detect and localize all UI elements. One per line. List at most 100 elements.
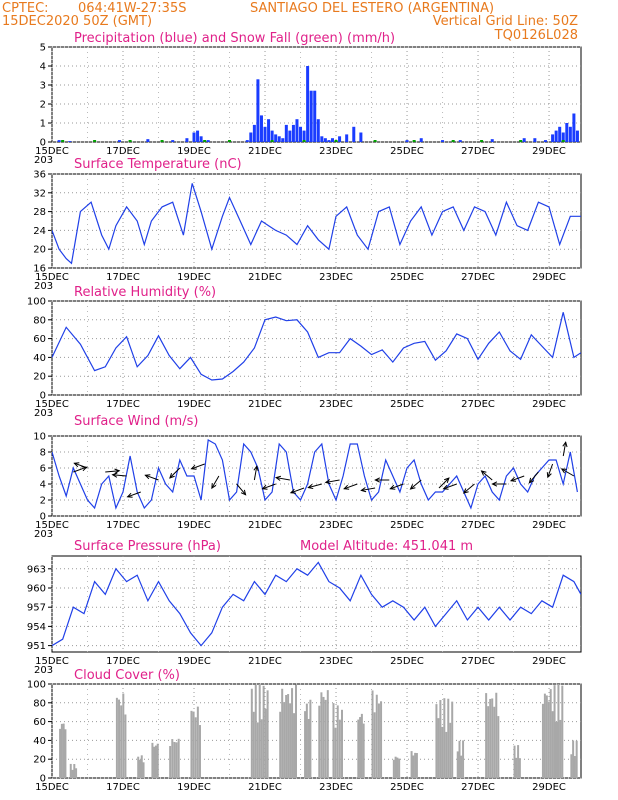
panel-title: Surface Wind (m/s): [74, 414, 198, 429]
x-tick-label: 29DEC: [532, 782, 566, 793]
cloud-bar: [137, 756, 140, 778]
series-line: [52, 312, 581, 381]
y-tick-label: 954: [27, 622, 46, 633]
snow-bar: [561, 140, 565, 142]
cloud-bar: [291, 688, 294, 778]
precip-bar: [419, 138, 423, 142]
wind-arrow: [547, 463, 554, 478]
cloud-bar: [194, 717, 197, 778]
precip-bar: [316, 119, 320, 142]
x-tick-label: 25DEC: [390, 782, 424, 793]
cloud-bar: [437, 718, 440, 778]
cloud-bar: [412, 755, 415, 778]
precip-bar: [522, 138, 526, 142]
precip-bar: [554, 130, 558, 142]
precip-bar: [185, 138, 189, 142]
wind-arrow-head: [190, 464, 197, 470]
cloud-bar: [322, 696, 325, 778]
y-tick-label: 10: [33, 432, 46, 443]
wind-arrow: [73, 466, 87, 473]
wind-arrow-head: [462, 488, 469, 494]
cloud-bar: [287, 694, 290, 778]
wind-arrow-head: [240, 489, 247, 496]
cloud-bar: [362, 723, 365, 778]
snow-bar: [270, 140, 274, 142]
x-tick-label: 29DEC: [532, 656, 566, 667]
x-tick-label: 15DEC: [35, 520, 69, 531]
cloud-bar: [196, 706, 199, 778]
precip-bar: [259, 115, 263, 142]
header-source: CPTEC:: [2, 1, 49, 16]
cloud-bar: [304, 711, 307, 778]
wind-arrow-head: [211, 483, 217, 490]
series-line: [52, 439, 578, 510]
snow-bar: [451, 140, 455, 142]
wind-arrow: [325, 479, 340, 483]
precip-bar: [249, 132, 253, 142]
wind-arrow: [344, 483, 358, 490]
cloud-bar: [173, 741, 176, 778]
cloud-bar: [545, 695, 548, 778]
header-run-date: 15DEC2020 50Z (GMT): [2, 14, 152, 29]
x-tick-label: 29DEC: [532, 399, 566, 410]
y-tick-label: 20: [33, 372, 46, 383]
precip-bar: [263, 126, 267, 142]
y-tick-label: 2: [40, 496, 46, 507]
cloud-bar: [451, 701, 454, 778]
cloud-bar: [541, 703, 544, 778]
cloud-bar: [493, 706, 496, 778]
x-tick-label: 23DEC: [319, 399, 353, 410]
cloud-bar: [73, 764, 76, 778]
cloud-bar: [549, 689, 552, 778]
wind-arrow: [438, 477, 450, 489]
cloud-bar: [320, 692, 323, 778]
cloud-bar: [447, 698, 450, 778]
cloud-bar: [410, 751, 413, 778]
cloud-bar: [555, 721, 558, 778]
x-tick-label: 29DEC: [532, 520, 566, 531]
snow-bar: [203, 140, 207, 142]
wind-arrow: [308, 483, 322, 489]
precip-bar: [561, 132, 565, 142]
plot-area: [59, 684, 578, 778]
precip-bar: [57, 140, 61, 142]
precip-bar: [252, 124, 256, 142]
precip-bar: [572, 113, 576, 142]
wind-arrow: [361, 487, 376, 491]
wind-arrow-head: [253, 465, 259, 472]
y-tick-label: 36: [33, 170, 46, 181]
plot-area: [52, 183, 581, 265]
x-fragment: 203: [34, 281, 53, 292]
wind-arrow-head: [169, 473, 175, 479]
precip-bar: [256, 79, 260, 142]
precip-bar: [206, 140, 210, 142]
x-tick-label: 25DEC: [390, 272, 424, 283]
x-tick-label: 19DEC: [177, 146, 211, 157]
cloud-bar: [553, 685, 556, 778]
cloud-bar: [414, 752, 417, 778]
cloud-bar: [445, 731, 448, 778]
x-tick-label: 17DEC: [106, 656, 140, 667]
cloud-bar: [326, 690, 329, 778]
x-tick-label: 21DEC: [248, 656, 282, 667]
y-tick-label: 8: [40, 448, 46, 459]
cloud-bar: [281, 688, 284, 778]
wind-arrow-head: [274, 475, 282, 481]
x-tick-label: 19DEC: [177, 399, 211, 410]
panel-title: Relative Humidity (%): [74, 285, 216, 300]
y-tick-label: 0: [40, 774, 46, 785]
wind-arrow: [463, 483, 475, 494]
x-tick-label: 15DEC: [35, 146, 69, 157]
wind-arrow-head: [528, 477, 535, 484]
cloud-bar: [256, 722, 259, 778]
header-location: SANTIAGO DEL ESTERO (ARGENTINA): [250, 1, 494, 16]
x-tick-label: 17DEC: [106, 272, 140, 283]
precip-bar: [302, 130, 306, 142]
wind-arrow-head: [111, 472, 118, 478]
x-tick-label: 17DEC: [106, 782, 140, 793]
wind-arrow-head: [144, 474, 151, 480]
plot-area: [52, 561, 581, 647]
wind-arrow-head: [562, 441, 568, 448]
panel-6: 0 20 40 60 80 100 15DEC 17DEC 19DEC 21DEC 23DEC 25D…: [27, 668, 582, 793]
wind-arrow: [112, 474, 127, 477]
